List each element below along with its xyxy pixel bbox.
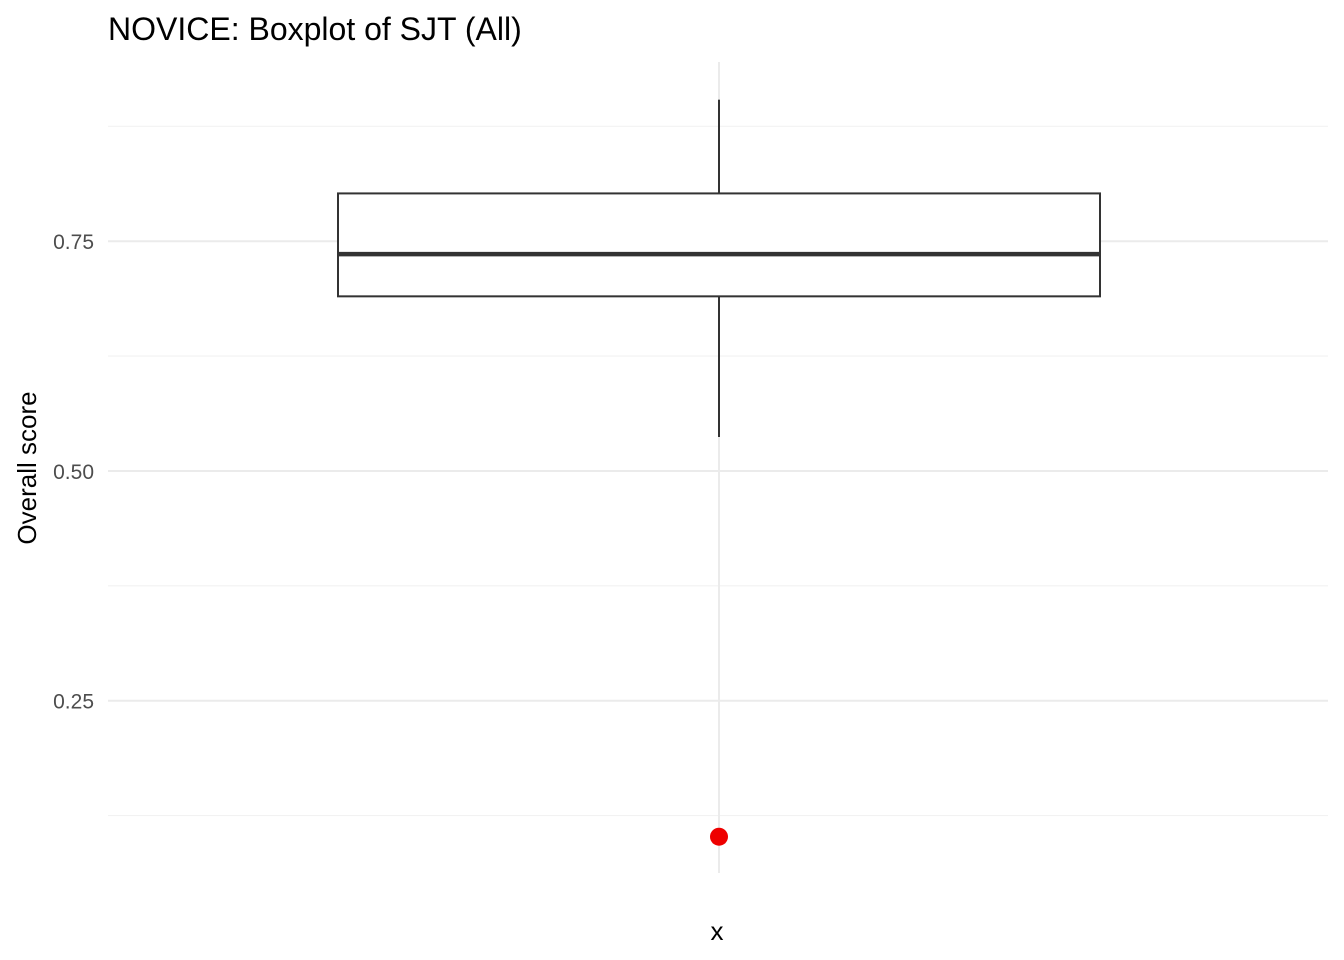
y-tick-label: 0.25	[53, 691, 94, 714]
y-axis-label: Overall score	[12, 391, 42, 544]
x-axis-label: x	[711, 916, 724, 946]
chart-title: NOVICE: Boxplot of SJT (All)	[108, 11, 522, 47]
y-tick-label: 0.75	[53, 231, 94, 254]
y-axis-ticks: 0.25 0.50 0.75	[53, 231, 94, 713]
outlier-point	[710, 827, 728, 846]
boxplot-marks	[337, 99, 1101, 846]
iqr-box	[337, 192, 1101, 298]
y-tick-label: 0.50	[53, 461, 94, 484]
